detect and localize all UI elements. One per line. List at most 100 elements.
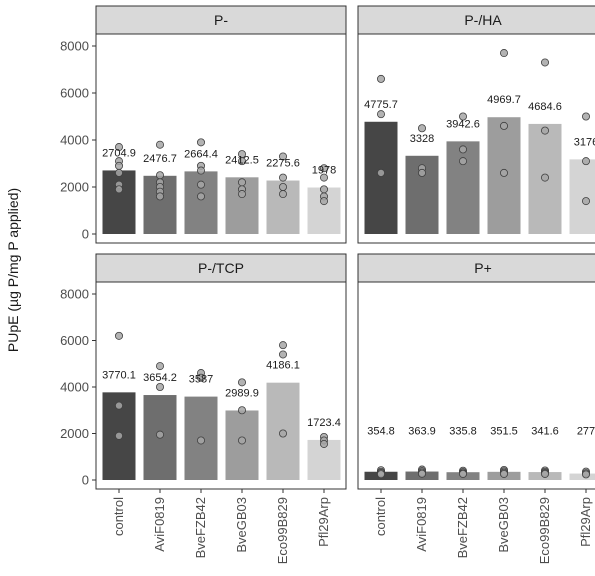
data-point <box>582 157 591 166</box>
x-tick-label: AviF0819 <box>414 497 429 552</box>
data-point <box>155 171 164 180</box>
bar-value-label: 3176 <box>574 136 595 148</box>
bar-value-label: 2989.9 <box>225 387 259 399</box>
data-point <box>458 157 467 166</box>
data-point <box>458 145 467 154</box>
panel-title: P+ <box>474 260 492 276</box>
data-point <box>582 197 591 206</box>
x-tick-label: BveFZB42 <box>455 497 470 558</box>
bar-value-label: 4186.1 <box>266 360 300 372</box>
bar-value-label: 341.6 <box>531 426 559 438</box>
panel-frame <box>95 281 347 490</box>
y-tick-label: 4000 <box>60 133 89 148</box>
y-tick-label: 8000 <box>60 287 89 302</box>
bar-control <box>364 121 398 234</box>
data-point <box>196 373 205 382</box>
data-point <box>237 406 246 415</box>
bar-value-label: 2704.9 <box>102 147 136 159</box>
x-tick-label: control <box>373 497 388 536</box>
x-tick-label: AviF0819 <box>152 497 167 552</box>
x-tick-label: Pfl29Arp <box>578 497 593 547</box>
bar-value-label: 3942.6 <box>446 118 480 130</box>
panel-frame <box>95 33 347 244</box>
data-point <box>278 341 287 350</box>
bar-value-label: 277 <box>577 426 595 438</box>
data-point <box>115 331 124 340</box>
bar-bvefzb42 <box>446 141 480 234</box>
bar-control <box>102 170 136 234</box>
data-point <box>196 166 205 175</box>
bar-bvegb03 <box>225 410 259 480</box>
bar-value-label: 4684.6 <box>528 101 562 113</box>
data-point <box>319 173 328 182</box>
panel-title: P-/TCP <box>198 260 244 276</box>
data-point <box>458 112 467 121</box>
panel-title: P-/HA <box>464 12 502 28</box>
data-point <box>376 74 385 83</box>
panel-frame <box>357 281 595 490</box>
panel-strip <box>95 5 347 35</box>
data-point <box>499 469 508 478</box>
data-point <box>237 157 246 166</box>
panel-4: P+ 354.8 363.9 335.8 351.5 341.6 277 control Avi… <box>357 253 595 564</box>
data-point <box>155 140 164 149</box>
data-point <box>278 190 287 199</box>
data-point <box>541 126 550 135</box>
data-point <box>278 182 287 191</box>
data-point <box>499 168 508 177</box>
data-point <box>376 110 385 119</box>
bar-value-label: 1978 <box>312 165 336 177</box>
y-tick-label: 6000 <box>60 86 89 101</box>
data-point <box>541 173 550 182</box>
data-point <box>196 180 205 189</box>
data-point <box>237 190 246 199</box>
data-point <box>196 138 205 147</box>
panel-3: P-/TCP 0 2000 4000 6000 8000 3770.1 3654.2 3587 2… <box>60 253 347 564</box>
data-point <box>499 121 508 130</box>
data-point <box>155 192 164 201</box>
x-tick-label: BveGB03 <box>496 497 511 553</box>
data-point <box>319 439 328 448</box>
bar-value-label: 3770.1 <box>102 369 136 381</box>
data-point <box>115 401 124 410</box>
y-tick-label: 0 <box>82 473 89 488</box>
bar-pfl29arp <box>569 473 595 480</box>
x-tick-label: BveFZB42 <box>193 497 208 558</box>
data-point <box>115 168 124 177</box>
bar-value-label: 3328 <box>410 133 434 145</box>
data-point <box>417 124 426 133</box>
data-point <box>278 429 287 438</box>
bar-value-label: 335.8 <box>449 426 477 438</box>
x-tick-label: BveGB03 <box>234 497 249 553</box>
data-point <box>237 178 246 187</box>
bar-value-label: 3587 <box>189 374 213 386</box>
panels-group: P- 0 2000 4000 6000 8000 2704.9 2476.7 2664.4 241… <box>60 5 595 564</box>
data-point <box>319 185 328 194</box>
data-point <box>319 164 328 173</box>
bar-value-label: 3654.2 <box>143 372 177 384</box>
data-point <box>278 173 287 182</box>
data-point <box>458 469 467 478</box>
bar-pfl29arp <box>569 159 595 234</box>
panel-strip <box>95 253 347 283</box>
bar-value-label: 2476.7 <box>143 153 177 165</box>
bar-value-label: 363.9 <box>408 426 436 438</box>
data-point <box>155 430 164 439</box>
data-point <box>376 470 385 479</box>
y-tick-label: 2000 <box>60 426 89 441</box>
x-tick-label: Eco99B829 <box>275 497 290 564</box>
bar-value-label: 4969.7 <box>487 94 521 106</box>
data-point <box>582 470 591 479</box>
bar-value-label: 2412.5 <box>225 154 259 166</box>
panel-strip <box>357 253 595 283</box>
y-tick-label: 8000 <box>60 39 89 54</box>
y-tick-label: 0 <box>82 227 89 242</box>
bar-value-label: 1723.4 <box>307 417 341 429</box>
data-point <box>237 378 246 387</box>
data-point <box>541 58 550 67</box>
bar-value-label: 2275.6 <box>266 158 300 170</box>
data-point <box>319 197 328 206</box>
data-point <box>115 185 124 194</box>
bar-value-label: 2664.4 <box>184 148 218 160</box>
